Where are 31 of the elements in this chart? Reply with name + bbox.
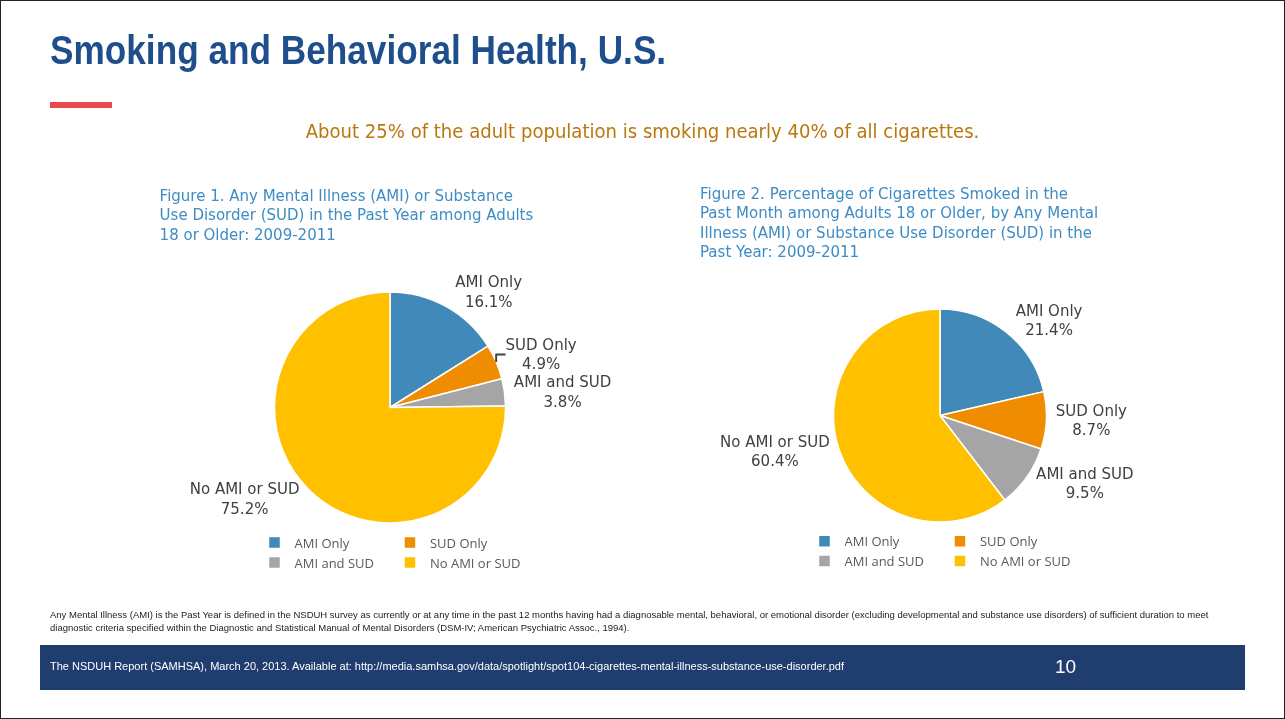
data-label: 75.2%	[220, 499, 269, 518]
slice-label: AMI Only	[1015, 301, 1083, 320]
data-label: 60.4%	[751, 452, 799, 471]
data-label: 3.8%	[543, 392, 582, 411]
chart-title: Figure 2. Percentage of Cigarettes Smoked in the Past Month among Adults 18 or Older, by Any Mental Illness (AMI) or Substance Use Disorder (SUD) in the Past Year: 2009-2011	[700, 184, 1099, 261]
text: About 25% of the adult population is smoking nearly 40% of all cigarettes.	[304, 120, 981, 142]
legend-label: No AMI or SUD	[429, 553, 521, 572]
slice-label: AMI and SUD	[513, 373, 612, 392]
slice-label: SUD Only	[505, 335, 577, 354]
legend-label: AMI and SUD	[294, 553, 374, 572]
chart-title: Figure 1. Any Mental Illness (AMI) or Substance Use Disorder (SUD) in the Past Year among Adults 18 or Older: 2009-2011	[159, 186, 534, 244]
data-label: 21.4%	[1025, 321, 1073, 340]
legend-label: AMI Only	[844, 532, 900, 551]
text: Smoking and Behavioral Health, U.S.	[50, 28, 667, 73]
slice-label: No AMI or SUD	[720, 432, 830, 451]
legend-label: AMI and SUD	[844, 552, 924, 571]
slice-label: SUD Only	[1055, 401, 1128, 420]
text: Any Mental Illness (AMI) is the Past Year is defined in the NSDUH survey as currently or at any time in the past 12 months having had a diagnosable mental, behavioral, or emotional disorder (excluding developmental and substance use disorders) of sufficient duration to meet diagnostic criteria specified within the Diagnostic and Statistical Manual of Mental Disorders (DSM-IV; American Psychiatric Assoc., 1994).	[50, 608, 1210, 634]
slice-label: AMI and SUD	[1036, 464, 1134, 483]
legend-label: AMI Only	[294, 533, 350, 552]
text: 10	[1055, 656, 1077, 678]
data-label: 4.9%	[522, 355, 561, 374]
data-label: 16.1%	[464, 292, 513, 311]
data-label: 9.5%	[1065, 484, 1104, 503]
legend-label: SUD Only	[979, 532, 1038, 551]
legend-label: SUD Only	[429, 533, 488, 552]
text: The NSDUH Report (SAMHSA), March 20, 2013. Available at: http://media.samhsa.gov/data/spotlight/spot104-cigarettes-mental-illness-substance-use-disorder.pdf	[50, 660, 845, 672]
slice-label: AMI Only	[455, 273, 523, 292]
data-label: 8.7%	[1072, 421, 1111, 440]
legend-label: No AMI or SUD	[979, 552, 1071, 571]
slice-label: No AMI or SUD	[189, 480, 300, 499]
